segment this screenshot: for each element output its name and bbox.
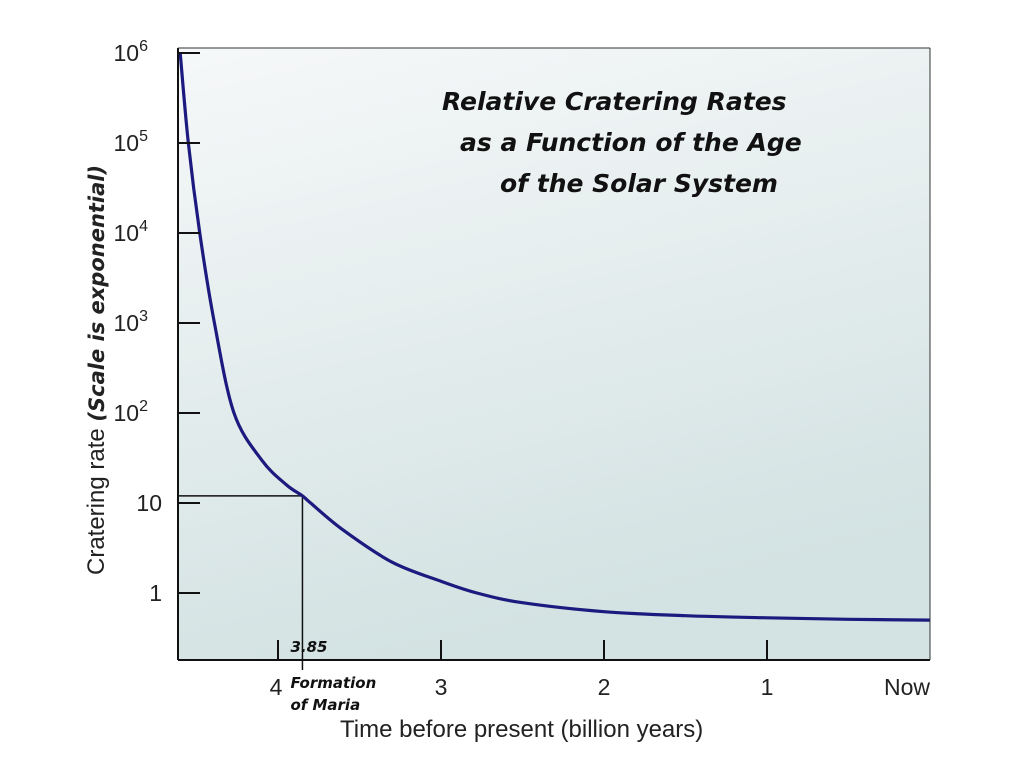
y-tick-label-base: 10: [114, 130, 140, 156]
y-tick-label-base: 10: [136, 490, 162, 516]
x-tick-label: 4: [270, 674, 283, 700]
y-axis-title-main: Cratering rate: [83, 422, 110, 575]
y-tick-label: 106: [114, 38, 149, 66]
y-tick-label: 104: [114, 218, 149, 246]
y-tick-label-exponent: 5: [139, 128, 148, 145]
y-axis-title: Cratering rate (Scale is exponential): [83, 165, 110, 575]
plot-area: [178, 48, 930, 660]
x-tick-label: Now: [884, 674, 930, 700]
x-tick-label: 3: [435, 674, 448, 700]
y-tick-label: 1: [149, 580, 162, 606]
cratering-rate-curve: [178, 52, 931, 622]
y-tick-label-base: 10: [114, 400, 140, 426]
y-tick-label: 103: [114, 308, 149, 336]
y-tick-label-base: 1: [149, 580, 162, 606]
title-line-1: Relative Cratering Rates: [442, 87, 787, 116]
chart-title: Relative Cratering Rates as a Function o…: [442, 87, 802, 198]
y-tick-label-base: 10: [114, 40, 140, 66]
title-line-2: as a Function of the Age: [460, 128, 802, 157]
y-tick-label-exponent: 6: [139, 38, 148, 55]
y-tick-label-exponent: 2: [139, 398, 148, 415]
x-axis-title: Time before present (billion years): [340, 716, 703, 743]
y-tick-label-exponent: 3: [139, 308, 148, 325]
y-tick-label: 10: [136, 490, 162, 516]
annotation-text-line-1: Formation: [290, 674, 376, 692]
x-tick-label: 1: [761, 674, 774, 700]
annotation-text-line-2: of Maria: [290, 696, 360, 714]
title-line-3: of the Solar System: [500, 169, 778, 198]
y-tick-label: 105: [114, 128, 149, 156]
x-tick-label: 2: [598, 674, 611, 700]
annotation-value: 3.85: [290, 638, 327, 656]
y-axis-title-note: (Scale is exponential): [85, 165, 109, 422]
y-tick-label-base: 10: [114, 310, 140, 336]
y-tick-label: 102: [114, 398, 149, 426]
y-tick-label-base: 10: [114, 220, 140, 246]
y-tick-label-exponent: 4: [139, 218, 148, 235]
